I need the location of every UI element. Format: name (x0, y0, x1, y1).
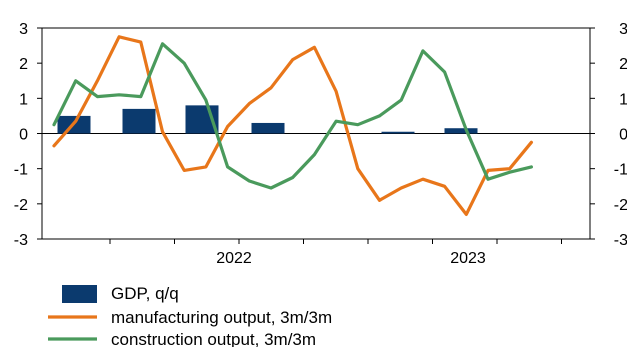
right-tick-label: -2 (614, 197, 627, 214)
series-lines (52, 35, 534, 216)
x-axis-ticks: 2022 2023 (109, 239, 562, 267)
left-tick-label: -1 (14, 162, 28, 179)
left-tick-label: 1 (19, 91, 28, 108)
left-axis-ticks: 3 2 1 0 -1 -2 -3 (14, 21, 42, 249)
left-tick-label: -3 (14, 232, 28, 249)
right-tick-label: -1 (614, 162, 627, 179)
x-tick-label: 2022 (216, 250, 252, 267)
legend: GDP, q/q manufacturing output, 3m/3m const… (48, 284, 332, 347)
gdp-bar (122, 108, 156, 134)
left-tick-label: -2 (14, 197, 28, 214)
left-tick-label: 0 (19, 127, 28, 144)
gdp-bars (57, 105, 478, 134)
right-axis-ticks: 3 2 1 0 -1 -2 -3 (590, 21, 627, 249)
right-tick-label: 1 (619, 91, 627, 108)
left-tick-label: 2 (19, 56, 28, 73)
right-tick-label: 0 (619, 127, 627, 144)
gdp-bar (444, 128, 478, 134)
plot-area (41, 27, 591, 240)
legend-label-manufacturing: manufacturing output, 3m/3m (111, 308, 332, 327)
x-tick-label: 2023 (450, 250, 486, 267)
right-tick-label: -3 (614, 232, 627, 249)
gdp-bar (381, 131, 415, 134)
legend-label-gdp: GDP, q/q (111, 284, 179, 303)
right-tick-label: 3 (619, 21, 627, 38)
legend-swatch-gdp (62, 285, 97, 303)
legend-label-construction: construction output, 3m/3m (111, 330, 316, 347)
manufacturing-output-line (52, 35, 534, 216)
right-tick-label: 2 (619, 56, 627, 73)
gdp-bar (251, 122, 285, 134)
left-tick-label: 3 (19, 21, 28, 38)
construction-output-line (52, 42, 534, 190)
